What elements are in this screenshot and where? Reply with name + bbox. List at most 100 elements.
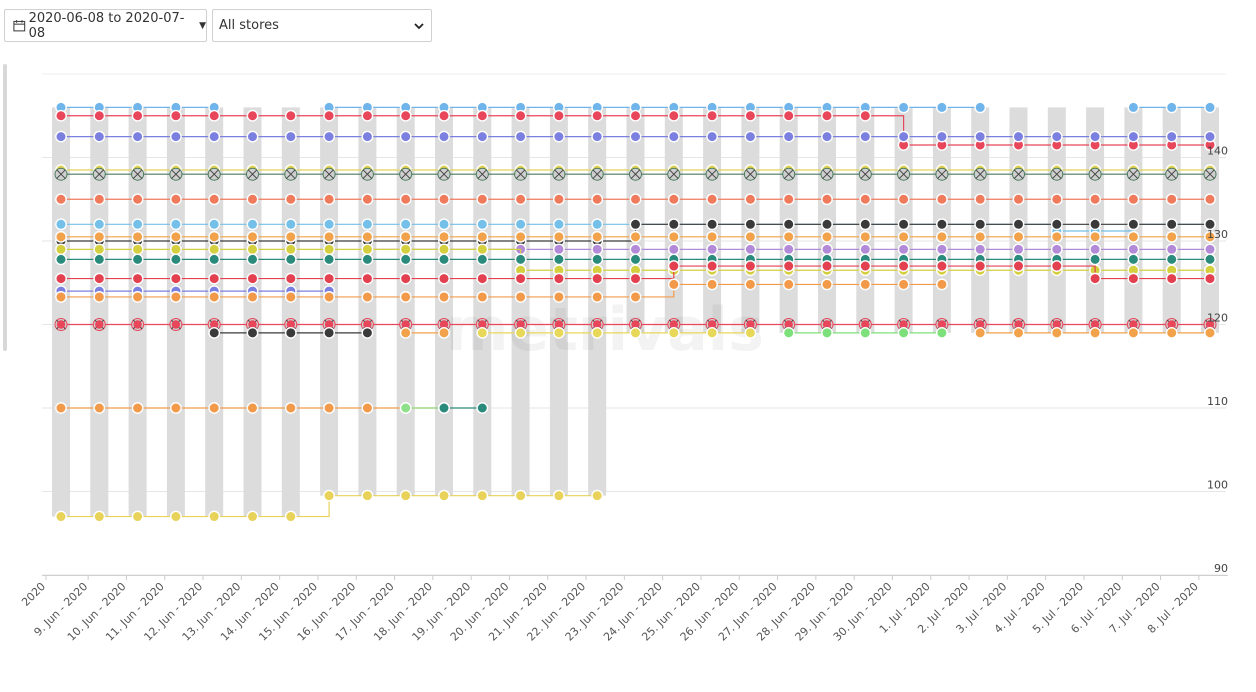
point-cross <box>1090 169 1100 180</box>
series-point <box>936 218 948 231</box>
series-point <box>629 272 642 285</box>
point-core <box>56 320 66 329</box>
series-point <box>1127 130 1140 143</box>
point-core <box>784 320 793 329</box>
store-filter-value: All stores <box>219 18 279 33</box>
series-point <box>782 193 795 206</box>
series-point <box>591 291 604 303</box>
series-point <box>667 218 680 231</box>
range-bar <box>281 107 300 517</box>
series-point <box>897 230 910 243</box>
series-point <box>131 109 144 122</box>
series-point <box>208 402 221 414</box>
series-point <box>782 167 796 181</box>
series-point <box>629 253 642 266</box>
series-point <box>1012 230 1025 243</box>
series-point <box>782 130 795 143</box>
series-point <box>782 318 796 331</box>
series-point <box>1126 167 1140 181</box>
point-core <box>746 320 755 329</box>
series-point <box>1088 167 1102 181</box>
series-point <box>131 318 145 331</box>
series-point <box>169 109 182 122</box>
series-point <box>629 230 642 243</box>
point-cross <box>324 169 334 180</box>
store-filter-select[interactable]: All stores <box>212 9 432 42</box>
series-point <box>553 218 565 231</box>
series-point <box>1089 243 1102 256</box>
series-point <box>1204 243 1216 256</box>
series-point <box>361 291 374 303</box>
series-point <box>706 260 718 272</box>
series-point <box>1012 167 1025 181</box>
series-point <box>514 167 528 181</box>
series-point <box>821 326 833 339</box>
series-point <box>859 326 872 339</box>
series-point <box>399 326 412 339</box>
series-point <box>974 326 987 339</box>
series-point <box>897 130 910 143</box>
series-point <box>93 272 106 285</box>
series-point <box>284 218 297 231</box>
series-point <box>361 193 374 206</box>
series-point <box>1089 272 1102 285</box>
series-point <box>323 243 335 256</box>
series-point <box>438 489 450 502</box>
point-cross <box>937 169 947 180</box>
series-point <box>514 326 527 339</box>
series-point <box>399 291 412 303</box>
series-point <box>744 230 757 243</box>
series-point <box>93 402 106 414</box>
chevron-down-icon <box>414 22 424 29</box>
series-point <box>1012 326 1025 339</box>
series-point <box>936 278 948 291</box>
series-point <box>361 230 374 243</box>
series-point <box>1050 326 1063 339</box>
point-core <box>976 320 985 329</box>
series-point <box>667 193 680 206</box>
vertical-scrollbar[interactable] <box>3 64 7 351</box>
series-point <box>973 318 987 331</box>
series-point <box>1050 193 1063 206</box>
series-point <box>1204 253 1216 266</box>
range-bar <box>205 107 224 517</box>
series-point <box>246 510 259 523</box>
series-point <box>744 130 757 143</box>
series-point <box>744 260 757 272</box>
series-point <box>590 167 604 181</box>
series-point <box>399 193 412 206</box>
series-point <box>782 278 795 291</box>
series-point <box>476 326 489 339</box>
series-point <box>629 193 642 206</box>
series-point <box>514 253 527 266</box>
series-point <box>744 193 757 206</box>
series-point <box>1165 318 1179 331</box>
series-point <box>667 278 680 291</box>
series-point <box>629 109 642 122</box>
series-point <box>706 230 718 243</box>
series-point <box>208 510 221 523</box>
series-point <box>1204 193 1216 206</box>
point-cross <box>975 169 986 180</box>
series-point <box>399 230 412 243</box>
series-point <box>55 218 67 231</box>
point-core <box>324 320 334 329</box>
series-point <box>782 326 795 339</box>
series-point <box>1012 193 1025 206</box>
date-range-picker[interactable]: 2020-06-08 to 2020-07-08 ▼ <box>4 9 207 42</box>
point-cross <box>745 169 756 180</box>
series-point <box>553 272 565 285</box>
series-point <box>591 489 604 502</box>
series-point <box>284 291 297 303</box>
series-point <box>323 402 335 414</box>
point-core <box>1129 320 1138 329</box>
series-point <box>208 272 221 285</box>
series-point <box>55 230 67 243</box>
series-point <box>1127 272 1140 285</box>
series-point <box>438 326 450 339</box>
series-point <box>936 230 948 243</box>
series-point <box>974 260 987 272</box>
series-point <box>131 402 144 414</box>
series-point <box>93 130 106 143</box>
